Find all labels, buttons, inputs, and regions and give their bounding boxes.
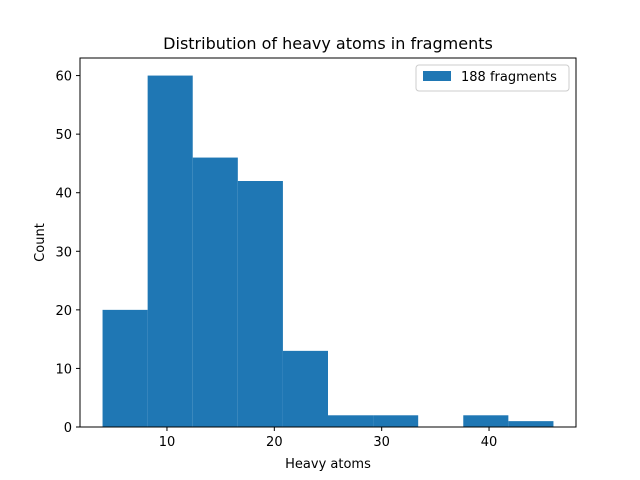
histogram-bar (147, 75, 193, 427)
histogram-bar (102, 309, 148, 427)
legend-swatch (423, 71, 451, 81)
histogram-bar (328, 415, 374, 427)
legend: 188 fragments (415, 64, 570, 92)
histogram-bar (237, 181, 283, 427)
histogram-bar (463, 415, 509, 427)
x-tick-label: 30 (373, 435, 390, 450)
y-axis-label: Count (33, 223, 48, 262)
y-tick-label: 10 (55, 362, 72, 377)
y-tick-label: 40 (55, 187, 72, 202)
x-tick-label: 40 (481, 435, 498, 450)
legend-entry-label: 188 fragments (461, 70, 557, 85)
x-tick-label: 20 (266, 435, 283, 450)
y-axis-ticks: 0 10 20 30 40 50 60 (55, 70, 80, 436)
plot-frame (79, 57, 577, 428)
y-tick-label: 0 (64, 421, 72, 436)
x-axis-label: Heavy atoms (285, 457, 371, 472)
y-tick-label: 30 (55, 245, 72, 260)
y-tick-label: 20 (55, 304, 72, 319)
chart-title: Distribution of heavy atoms in fragments (163, 34, 493, 53)
histogram-bar (373, 415, 419, 427)
x-axis-ticks: 10 20 30 40 (159, 427, 498, 450)
y-tick-label: 50 (55, 128, 72, 143)
bars-group (102, 75, 554, 427)
y-tick-label: 60 (55, 70, 72, 85)
legend-box (415, 64, 570, 92)
x-tick-label: 10 (159, 435, 176, 450)
histogram-bar (282, 350, 328, 427)
histogram-bar (508, 421, 554, 427)
histogram-bar (192, 157, 238, 427)
